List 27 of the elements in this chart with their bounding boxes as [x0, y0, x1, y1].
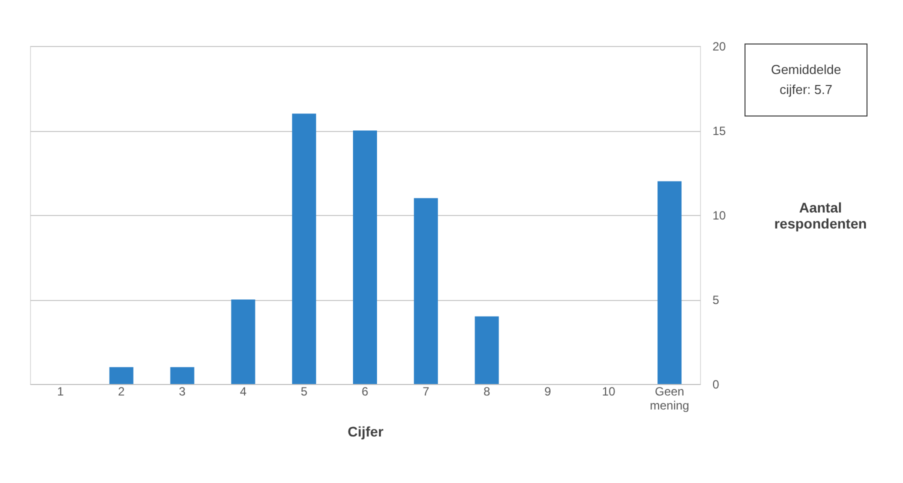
x-tick-label: 1	[57, 384, 64, 398]
bar	[414, 198, 438, 384]
x-tick-label: 8	[483, 384, 490, 398]
x-tick-label: 7	[422, 384, 430, 398]
x-tick-label: 6	[362, 384, 369, 398]
bar	[109, 367, 134, 384]
bar	[474, 316, 499, 384]
x-tick-label: Geen mening	[650, 384, 690, 412]
y-axis-title: Aantal respondenten	[774, 200, 867, 232]
x-tick-label: 9	[544, 384, 552, 398]
x-tick-label: 3	[178, 384, 186, 398]
y-tick-label: 5	[712, 293, 720, 307]
x-tick-label: 10	[602, 384, 616, 398]
x-tick-label: 4	[240, 384, 247, 398]
x-axis-title: Cijfer	[348, 424, 384, 440]
x-tick-label: 2	[118, 384, 126, 398]
x-tick-label: 5	[300, 384, 308, 398]
y-tick-label: 15	[712, 124, 726, 138]
y-tick-label: 0	[712, 378, 720, 392]
bar	[292, 114, 316, 384]
text: Gemiddelde cijfer: 5.7	[770, 62, 842, 97]
bar	[658, 181, 682, 384]
bar	[170, 367, 194, 384]
y-tick-label: 20	[712, 40, 726, 54]
bar	[353, 130, 377, 384]
y-tick-label: 10	[712, 208, 726, 222]
bar	[231, 300, 256, 384]
